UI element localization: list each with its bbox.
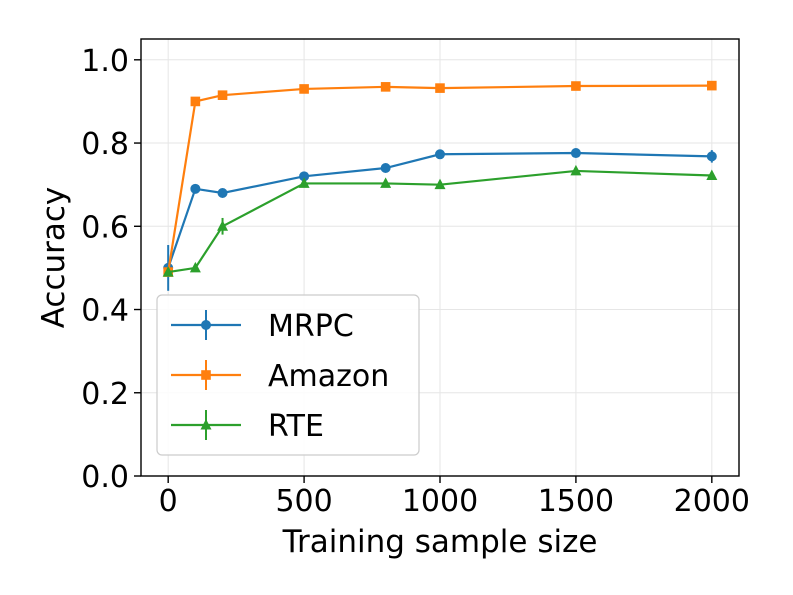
data-point-amazon xyxy=(190,96,201,107)
legend-box xyxy=(156,294,420,456)
data-point-rte xyxy=(298,177,310,188)
y-tick-label: 0.8 xyxy=(81,127,129,162)
x-tick-label: 0 xyxy=(159,484,178,519)
data-point-amazon xyxy=(707,80,717,91)
data-point-amazon xyxy=(380,82,391,92)
data-point-rte xyxy=(162,266,174,277)
data-point-amazon xyxy=(571,81,581,91)
data-point-mrpc xyxy=(380,163,391,174)
data-point-amazon xyxy=(435,83,445,93)
data-point-rte xyxy=(570,164,582,176)
y-tick-label: 0.6 xyxy=(81,210,129,245)
legend-label-rte: RTE xyxy=(268,409,324,444)
y-tick-label: 0.2 xyxy=(81,377,129,412)
data-point-mrpc xyxy=(435,149,445,160)
data-point-mrpc xyxy=(299,171,310,182)
legend-marker-amazon xyxy=(201,370,211,380)
x-axis-title: Training sample size xyxy=(282,524,598,560)
data-point-mrpc xyxy=(570,148,581,159)
x-tick-label: 2000 xyxy=(674,484,750,519)
x-tick-label: 1500 xyxy=(538,484,614,519)
data-point-mrpc xyxy=(190,183,201,194)
y-tick-label: 0.0 xyxy=(81,460,129,495)
data-point-rte xyxy=(434,178,446,190)
data-point-rte xyxy=(217,220,229,231)
y-axis-title: Accuracy xyxy=(36,187,72,329)
legend: MRPC Amazon RTE xyxy=(156,294,420,456)
data-point-mrpc xyxy=(217,187,228,198)
legend-entry-amazon: Amazon xyxy=(171,359,389,394)
x-axis: 0 500 1000 1500 2000 xyxy=(159,476,750,519)
x-tick-label: 1000 xyxy=(402,484,478,519)
x-tick-label: 500 xyxy=(275,484,332,519)
legend-marker-rte xyxy=(200,419,212,430)
series-amazon xyxy=(163,80,717,277)
data-point-rte xyxy=(189,261,201,273)
data-point-amazon xyxy=(299,84,309,94)
data-point-rte xyxy=(380,177,392,188)
data-point-rte xyxy=(706,169,718,181)
series-line-rte xyxy=(168,169,712,274)
series-layer xyxy=(162,80,718,291)
data-point-amazon xyxy=(217,90,228,100)
y-tick-label: 1.0 xyxy=(81,44,129,79)
legend-entry-mrpc: MRPC xyxy=(171,309,354,344)
legend-marker-mrpc xyxy=(201,320,211,330)
legend-entry-rte: RTE xyxy=(171,409,324,444)
y-tick-label: 0.4 xyxy=(81,294,129,329)
data-point-mrpc xyxy=(706,151,717,162)
y-axis: 0.0 0.2 0.4 0.6 0.8 1.0 xyxy=(81,44,141,495)
series-rte xyxy=(162,164,718,277)
legend-label-mrpc: MRPC xyxy=(268,309,354,344)
legend-label-amazon: Amazon xyxy=(268,359,389,394)
